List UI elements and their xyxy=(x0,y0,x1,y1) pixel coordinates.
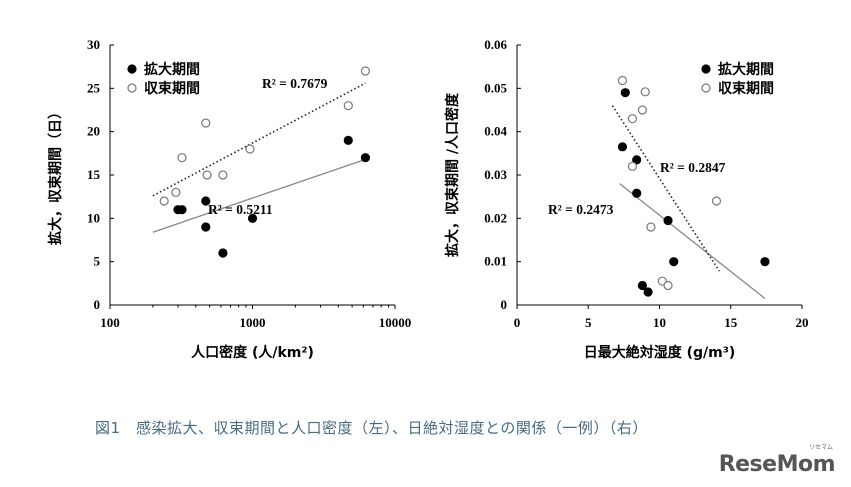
legend-marker xyxy=(701,64,711,74)
point-convergence xyxy=(343,101,353,111)
point-expansion xyxy=(360,153,371,163)
x-axis-title: 日最大絶対湿度 (g/m³) xyxy=(584,344,736,361)
trendline-expansion xyxy=(619,183,766,300)
y-axis-title: 拡大，収束期間（日） xyxy=(47,105,64,245)
legend-marker xyxy=(127,83,137,93)
x-tick-label: 15 xyxy=(724,315,738,330)
y-tick-label: 0.01 xyxy=(484,254,507,269)
x-axis-title: 人口密度 (人/km²) xyxy=(191,344,314,361)
logo-ruby: リセマム xyxy=(808,444,833,451)
chart-absolute-humidity: 0 0.01 0.02 0.03 0.04 0.05 0.06 0 5 10 15 20 日最大絶対湿度… xyxy=(444,37,809,361)
y-axis-title: 拡大，収束期間 /人口密度 xyxy=(444,92,461,257)
chart-population-density: 0 5 10 15 20 25 30 100 1000 10000 人口密度 (人/km²) 拡大，収… xyxy=(47,37,411,361)
y-tick-label: 30 xyxy=(87,37,100,52)
y-tick-label: 15 xyxy=(87,167,101,182)
trendline-convergence xyxy=(152,82,366,197)
legend-label: 拡大期間 xyxy=(144,61,200,78)
legend-marker xyxy=(127,64,137,74)
point-expansion xyxy=(643,287,653,297)
point-expansion xyxy=(663,215,673,226)
point-expansion xyxy=(218,248,228,258)
y-tick-label: 0.02 xyxy=(484,210,507,225)
x-tick-label: 10 xyxy=(653,315,666,330)
point-convergence xyxy=(617,75,628,86)
legend-label: 収束期間 xyxy=(718,80,774,97)
point-convergence xyxy=(171,187,181,197)
point-expansion xyxy=(343,135,353,145)
point-expansion xyxy=(617,142,628,152)
point-expansion xyxy=(201,196,211,206)
point-convergence xyxy=(202,170,212,180)
x-tick-label: 20 xyxy=(796,315,809,330)
point-convergence xyxy=(177,153,187,163)
y-tick-label: 0.04 xyxy=(484,124,507,139)
y-tick-label: 10 xyxy=(87,210,100,225)
point-convergence xyxy=(360,66,371,76)
point-convergence xyxy=(245,144,255,154)
legend-marker xyxy=(701,83,711,93)
trendline-convergence xyxy=(611,105,721,272)
point-expansion xyxy=(632,188,642,198)
y-tick-label: 5 xyxy=(94,254,101,269)
point-expansion xyxy=(620,88,630,98)
point-expansion xyxy=(201,222,211,232)
point-convergence xyxy=(663,280,673,291)
point-convergence xyxy=(627,114,638,124)
point-convergence xyxy=(640,87,650,97)
legend-label: 収束期間 xyxy=(144,80,200,97)
x-tick-label: 1000 xyxy=(240,315,266,330)
point-expansion xyxy=(177,205,187,215)
r-squared-label-convergence: R² = 0.2847 xyxy=(660,160,726,175)
point-convergence xyxy=(159,196,169,206)
x-tick-label: 100 xyxy=(100,315,120,330)
r-squared-label-expansion: R² = 0.2473 xyxy=(548,202,614,217)
y-tick-label: 0 xyxy=(94,297,101,312)
x-tick-label: 0 xyxy=(514,315,521,330)
r-squared-label-expansion: R² = 0.5211 xyxy=(208,202,273,217)
r-squared-label-convergence: R² = 0.7679 xyxy=(262,76,328,91)
y-tick-label: 20 xyxy=(87,124,100,139)
resemom-logo: ReseMom xyxy=(718,452,836,477)
point-expansion xyxy=(669,257,679,267)
y-tick-label: 0.05 xyxy=(484,80,507,95)
legend-label: 拡大期間 xyxy=(718,61,774,78)
point-convergence xyxy=(201,118,211,128)
y-tick-label: 0 xyxy=(501,297,508,312)
x-tick-label: 5 xyxy=(585,315,592,330)
x-tick-label: 10000 xyxy=(379,315,412,330)
point-expansion xyxy=(247,213,258,223)
figure-caption: 図1 感染拡大、収束期間と人口密度（左）、日絶対湿度との関係（一例）（右） xyxy=(95,419,648,437)
y-tick-label: 0.03 xyxy=(484,167,507,182)
trendline-expansion xyxy=(152,158,366,233)
y-tick-label: 25 xyxy=(87,80,101,95)
point-expansion xyxy=(637,280,648,291)
point-convergence xyxy=(637,105,648,115)
y-tick-label: 0.06 xyxy=(484,37,507,52)
point-convergence xyxy=(646,222,656,232)
point-expansion xyxy=(632,155,642,165)
point-convergence xyxy=(711,196,722,206)
point-convergence xyxy=(627,161,638,171)
point-expansion xyxy=(760,257,770,267)
point-convergence xyxy=(218,170,228,180)
